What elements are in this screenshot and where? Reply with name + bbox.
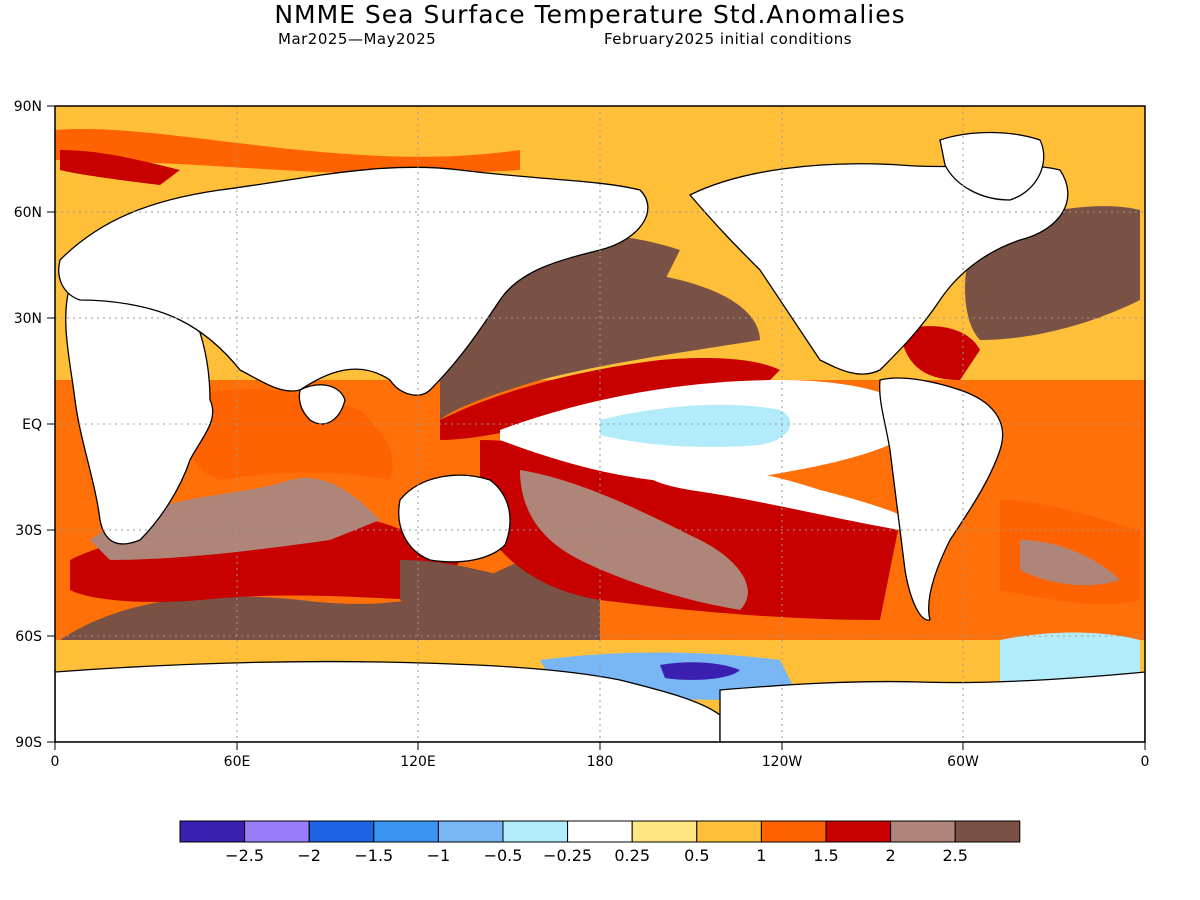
colorbar-swatch: [437, 820, 504, 843]
lon-label-120w: 120W: [762, 754, 803, 770]
colorbar-label: −0.25: [543, 846, 592, 865]
colorbar-swatch: [373, 820, 439, 843]
colorbar-label: −2.5: [225, 846, 264, 865]
colorbar-swatch: [631, 820, 698, 843]
colorbar-label: −1.5: [354, 846, 393, 865]
lat-label-30s: 30S: [15, 523, 42, 539]
colorbar-label: 0.5: [684, 846, 709, 865]
map-title: NMME Sea Surface Temperature Std.Anomali…: [274, 0, 906, 29]
lon-label-60w: 60W: [947, 754, 979, 770]
lat-label-60n: 60N: [14, 205, 42, 221]
colorbar-label: 1: [756, 846, 766, 865]
colorbar-swatch: [760, 820, 827, 843]
colorbar-swatch: [954, 820, 1021, 843]
lat-label-90s: 90S: [15, 735, 42, 751]
colorbar-swatch: [308, 820, 375, 843]
coastlines: [55, 131, 1145, 742]
initial-conditions: February2025 initial conditions: [604, 30, 853, 48]
lon-label-120e: 120E: [400, 754, 436, 770]
colorbar-swatch: [825, 820, 892, 843]
colorbar-label: 0.25: [614, 846, 650, 865]
colorbar-swatch: [567, 820, 633, 843]
colorbar: −2.5 −2 −1.5 −1 −0.5 −0.25 0.25 0.5 1 1.5 2 2.5: [179, 820, 1021, 865]
colorbar-swatch: [179, 820, 246, 843]
lon-label-0-east: 0: [1141, 754, 1150, 770]
colorbar-label: −2: [297, 846, 321, 865]
forecast-period: Mar2025—May2025: [278, 30, 437, 48]
colorbar-label: 2: [886, 846, 896, 865]
lat-label-60s: 60S: [15, 629, 42, 645]
lon-label-180: 180: [587, 754, 614, 770]
gridlines: [55, 106, 1145, 742]
colorbar-label: 2.5: [942, 846, 967, 865]
anomaly-field: [55, 106, 1145, 742]
lon-label-60e: 60E: [224, 754, 251, 770]
lat-label-90n: 90N: [14, 99, 42, 115]
colorbar-label: −0.5: [484, 846, 523, 865]
colorbar-swatch: [890, 820, 956, 843]
lat-label-30n: 30N: [14, 311, 42, 327]
tick-marks: [47, 105, 1146, 750]
lon-label-0: 0: [51, 754, 60, 770]
colorbar-swatch: [502, 820, 569, 843]
lat-label-eq: EQ: [22, 417, 42, 433]
colorbar-swatch: [244, 820, 310, 843]
colorbar-label: 1.5: [813, 846, 838, 865]
colorbar-label: −1: [427, 846, 451, 865]
colorbar-swatch: [696, 820, 762, 843]
